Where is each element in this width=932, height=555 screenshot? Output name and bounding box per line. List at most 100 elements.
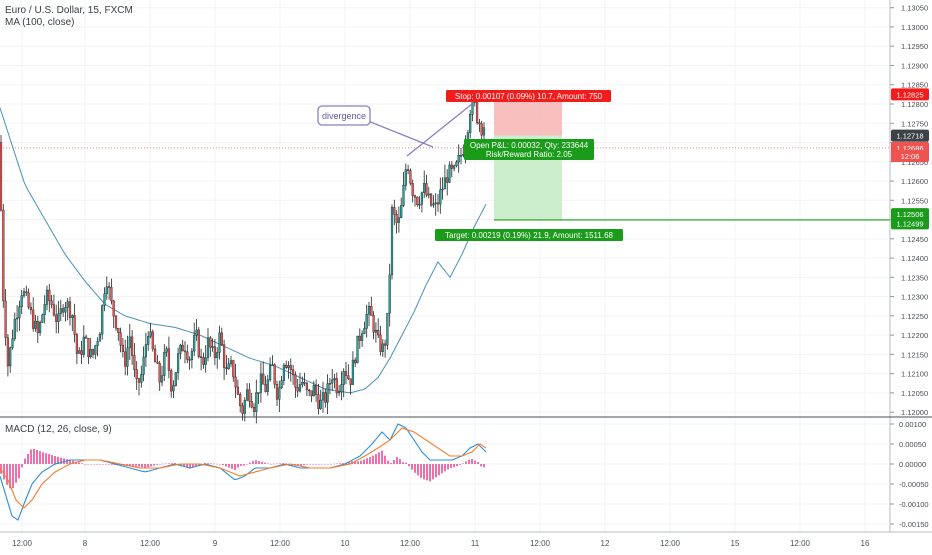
candle[interactable] [121,344,124,353]
candle[interactable] [73,315,76,335]
candle[interactable] [124,351,127,367]
candle[interactable] [409,170,412,184]
candle[interactable] [450,164,453,169]
candle[interactable] [36,321,39,333]
candle[interactable] [211,346,214,348]
stop-label[interactable]: Stop: 0.00107 (0.09%) 10.7, Amount: 750 [446,90,611,102]
candle[interactable] [110,287,113,302]
candle[interactable] [397,217,400,223]
candle[interactable] [294,374,297,388]
candle[interactable] [367,305,371,315]
candle[interactable] [310,390,313,397]
candle[interactable] [167,348,170,371]
candle[interactable] [338,391,341,394]
candle[interactable] [128,336,131,349]
candle[interactable] [156,361,159,364]
candle[interactable] [374,330,377,333]
candle[interactable] [476,102,479,123]
candle[interactable] [199,356,203,358]
candle[interactable] [193,335,196,352]
candle[interactable] [384,343,387,346]
candle[interactable] [2,209,5,302]
candle[interactable] [453,165,456,169]
candle[interactable] [381,343,384,352]
candle[interactable] [9,347,12,367]
candle[interactable] [0,142,3,211]
candle[interactable] [179,344,182,354]
candle[interactable] [243,399,246,414]
candle[interactable] [39,322,42,333]
candle[interactable] [420,192,423,205]
candle[interactable] [430,193,433,206]
candle[interactable] [18,306,21,319]
candle[interactable] [218,332,221,353]
candle[interactable] [395,214,398,223]
candle[interactable] [112,300,115,317]
candle[interactable] [151,331,154,350]
candle[interactable] [469,114,472,133]
candle[interactable] [227,363,230,369]
candle[interactable] [174,372,177,386]
candle[interactable] [480,123,483,136]
candle[interactable] [225,367,228,369]
candle[interactable] [361,333,364,341]
candle[interactable] [52,304,55,316]
candle[interactable] [340,384,343,393]
candle[interactable] [190,350,193,361]
candle[interactable] [34,321,37,329]
candle[interactable] [163,351,166,376]
candle[interactable] [209,337,212,348]
candle[interactable] [446,177,449,183]
candle[interactable] [289,365,292,370]
candle[interactable] [280,380,283,389]
candle[interactable] [229,360,233,365]
candle[interactable] [165,348,168,353]
candle[interactable] [87,338,90,358]
candle[interactable] [252,406,256,412]
candle[interactable] [457,155,460,163]
candle[interactable] [427,193,430,196]
candle[interactable] [94,345,97,355]
candle[interactable] [319,399,322,409]
candle[interactable] [351,359,354,385]
candle[interactable] [356,335,359,364]
candle[interactable] [292,369,295,376]
candle[interactable] [418,204,421,206]
candle[interactable] [183,350,187,353]
candle[interactable] [50,300,53,305]
candle[interactable] [41,314,44,323]
candle[interactable] [245,389,249,401]
candle[interactable] [324,392,327,403]
candle[interactable] [443,177,446,190]
candle[interactable] [411,183,414,197]
candle[interactable] [349,378,352,385]
candle[interactable] [278,387,281,400]
candle[interactable] [105,286,108,294]
candle[interactable] [59,308,62,314]
candle[interactable] [400,205,403,218]
candle[interactable] [434,202,437,205]
candle[interactable] [186,351,189,360]
candle[interactable] [4,300,7,338]
candle[interactable] [262,373,265,385]
candle[interactable] [482,127,486,136]
candle[interactable] [25,291,28,294]
candle[interactable] [195,329,198,336]
candle[interactable] [436,202,440,205]
candle[interactable] [103,293,106,306]
candle[interactable] [404,169,407,186]
candle[interactable] [317,394,320,409]
candle[interactable] [147,336,150,345]
candle[interactable] [57,313,60,322]
candle[interactable] [234,376,237,388]
candle[interactable] [62,308,65,313]
candle[interactable] [455,161,458,167]
candle[interactable] [363,328,366,334]
candle[interactable] [158,363,161,383]
candle[interactable] [29,306,32,311]
candle[interactable] [459,155,463,157]
candle[interactable] [241,405,244,414]
candle[interactable] [282,364,285,381]
candle[interactable] [407,169,410,171]
